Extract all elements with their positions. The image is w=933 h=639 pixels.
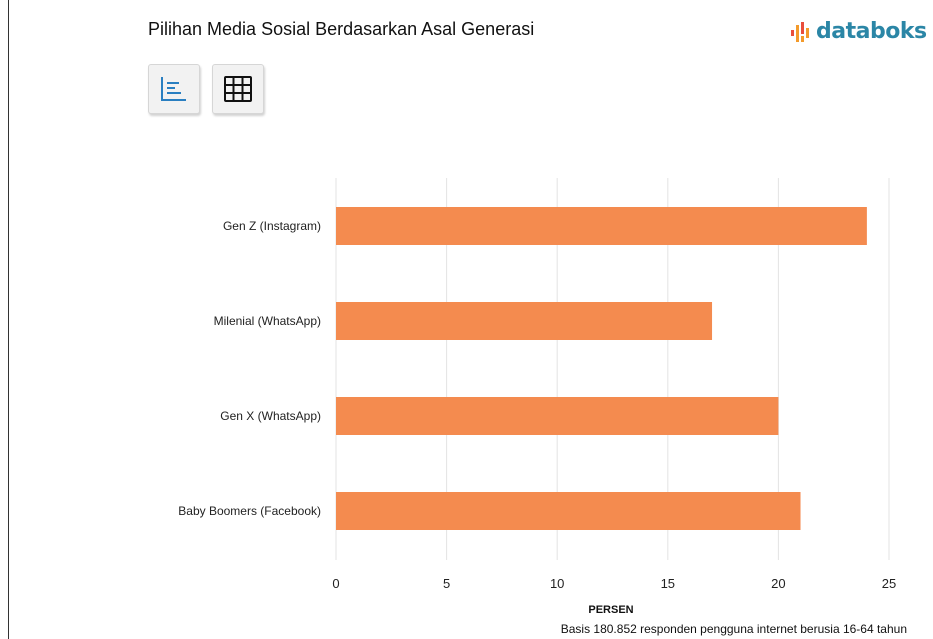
x-tick-label: 15 [661,576,675,591]
bar[interactable] [336,207,867,245]
y-category-label: Baby Boomers (Facebook) [178,504,321,518]
bar[interactable] [336,397,779,435]
bar[interactable] [336,492,801,530]
bar[interactable] [336,302,713,340]
bar-chart-icon [161,77,186,101]
x-axis-label: PERSEN [588,604,633,616]
y-category-label: Gen Z (Instagram) [223,219,321,233]
chart-note: Basis 180.852 responden pengguna interne… [561,622,907,636]
left-border-line [8,0,9,639]
x-tick-label: 10 [550,576,564,591]
databoks-logo-icon [791,22,809,42]
x-tick-label: 5 [443,576,450,591]
y-category-label: Milenial (WhatsApp) [214,314,321,328]
x-tick-label: 0 [332,576,339,591]
table-grid-icon [224,76,252,102]
chart-title: Pilihan Media Sosial Berdasarkan Asal Ge… [148,19,535,39]
x-tick-label: 20 [771,576,785,591]
databoks-logo-text: databoks [816,19,927,44]
chart-view-button[interactable] [148,64,200,114]
x-tick-label: 25 [882,576,896,591]
table-view-button[interactable] [212,64,264,114]
databoks-logo: databoks [790,20,927,44]
y-category-label: Gen X (WhatsApp) [220,409,321,423]
